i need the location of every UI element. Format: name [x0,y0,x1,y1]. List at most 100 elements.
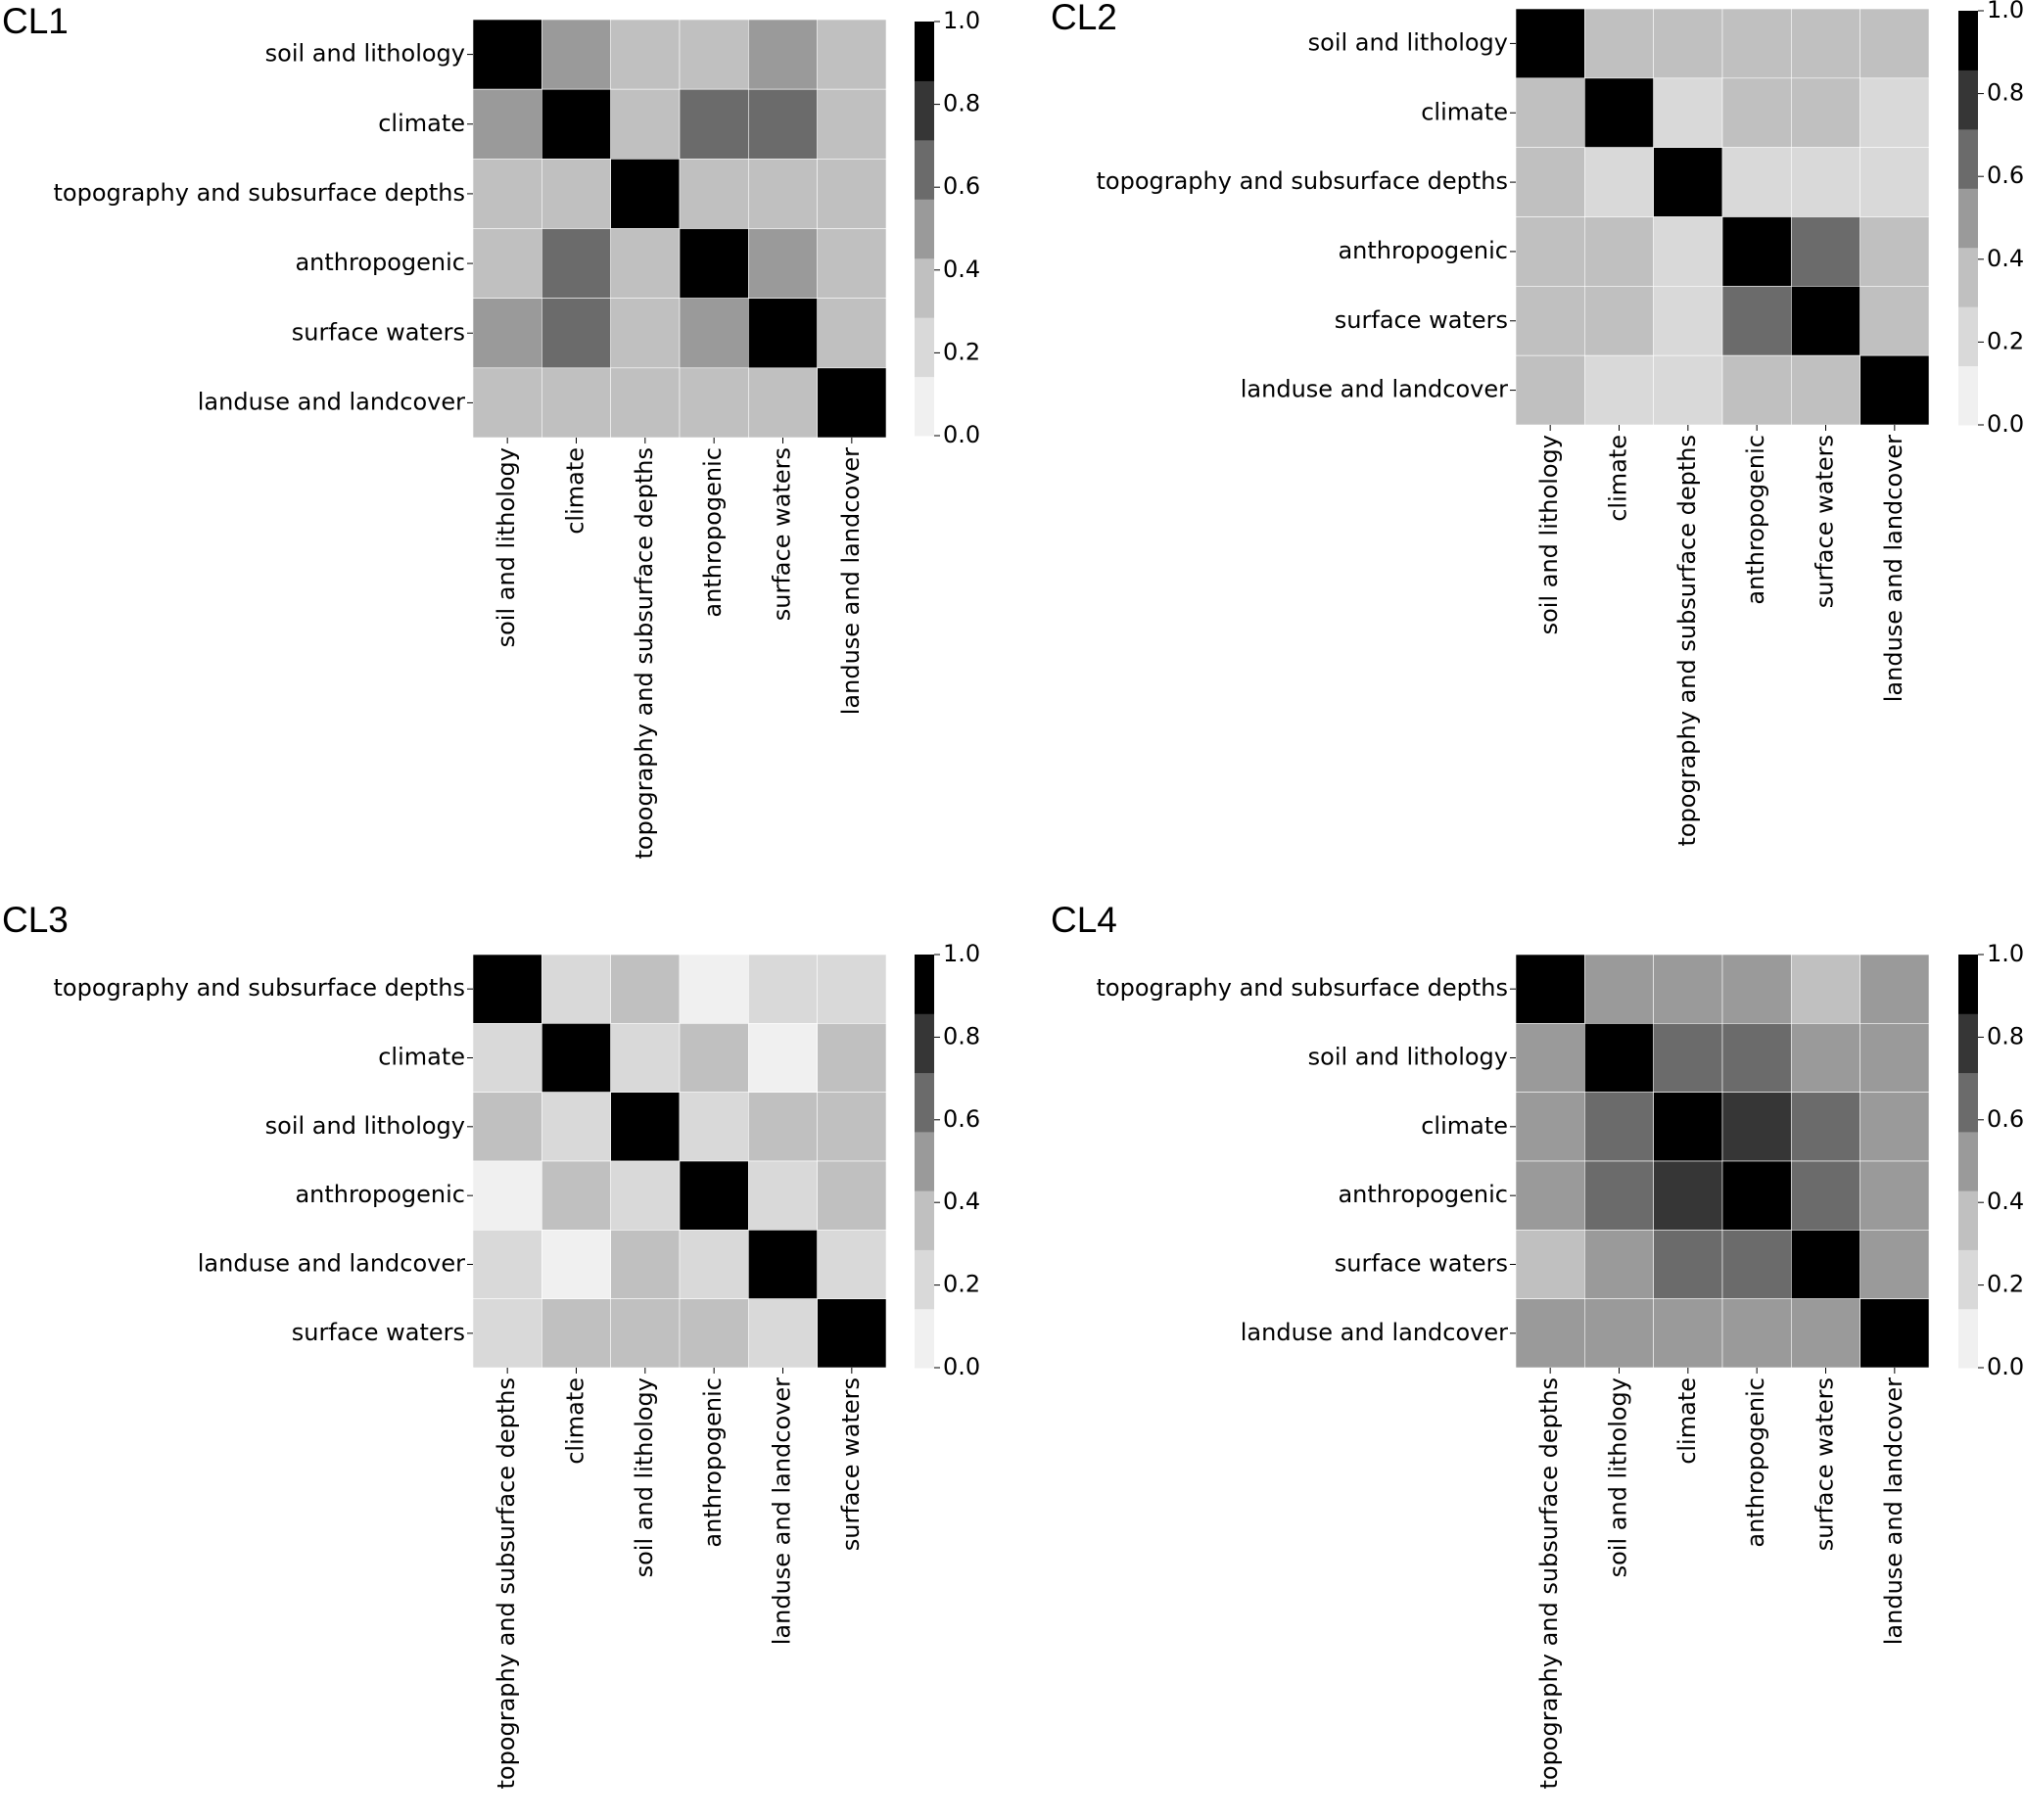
colorbar-segment [1958,11,1978,70]
colorbar-tick-label: 0.6 [943,1105,980,1133]
heatmap-cell [748,1160,818,1231]
heatmap-cell [1791,1298,1860,1369]
heatmap-cell [610,88,681,160]
y-tick-label: anthropogenic [1338,237,1508,264]
heatmap-cell [472,228,542,299]
heatmap-cell [610,228,681,299]
heatmap-cell [1653,147,1723,217]
colorbar-segment [1958,247,1978,307]
heatmap-cell [679,1230,749,1299]
heatmap-cell [1584,77,1654,148]
heatmap-cell [679,1160,749,1231]
x-tick-label: landuse and landcover [1880,1377,1907,1645]
y-tick-label: soil and lithology [265,1112,465,1140]
heatmap-cell [1584,354,1654,426]
heatmap-cell [610,159,681,229]
colorbar-tick-label: 0.0 [943,421,980,448]
heatmap-cell [610,954,681,1024]
colorbar-tick-label: 0.0 [1987,1353,2024,1380]
heatmap-cell [679,1023,749,1093]
heatmap-cell [472,159,542,229]
heatmap-cell [472,1230,542,1299]
heatmap-cell [610,1160,681,1231]
colorbar-tick-label: 0.8 [1987,1022,2024,1050]
heatmap-cell [679,19,749,90]
heatmap-cell [1515,1160,1585,1231]
heatmap-cell [1515,77,1585,148]
y-tick-label: topography and subsurface depths [1096,974,1508,1002]
heatmap-cell [1584,1230,1654,1299]
heatmap-cell [1791,286,1860,356]
heatmap-cell [1653,354,1723,426]
heatmap-cell [1791,1230,1860,1299]
y-tick-label: climate [1421,98,1508,125]
x-tick-label: topography and subsurface depths [1535,1377,1563,1790]
colorbar: 0.0 0.2 0.4 0.6 0.8 1.0 [1958,0,2024,438]
colorbar-segment [915,139,934,200]
heatmap-cell [748,1298,818,1369]
heatmap-cell [1859,8,1930,79]
heatmap-cell [1721,1023,1792,1093]
heatmap-cell [817,1230,887,1299]
heatmap-cell [748,367,818,439]
x-tick-label: topography and subsurface depths [631,447,658,860]
heatmap-cell [679,88,749,160]
heatmap-cell [472,1160,542,1231]
heatmap-cell [1653,1092,1723,1162]
colorbar-tick-label: 0.0 [943,1353,980,1380]
colorbar-tick-label: 1.0 [943,7,980,34]
heatmap-cell [1721,216,1792,287]
colorbar-tick-label: 0.8 [943,90,980,117]
heatmap-cell [1721,1230,1792,1299]
y-tick-label: topography and subsurface depths [1096,167,1508,195]
heatmap-cell [748,19,818,90]
heatmap-cell [472,1298,542,1369]
heatmap-cell [679,954,749,1024]
heatmap-cell [748,954,818,1024]
heatmap-cell [541,19,611,90]
y-tick-label: climate [378,110,465,137]
x-tick-label: surface waters [837,1377,865,1551]
y-tick-label: anthropogenic [295,249,465,276]
heatmap-cell [541,228,611,299]
heatmap-cell [472,367,542,439]
colorbar-tick-label: 0.4 [1987,1188,2024,1215]
heatmap-cell [817,1023,887,1093]
heatmap-cell [748,1023,818,1093]
heatmap-cell [1515,954,1585,1024]
heatmap-cell [679,159,749,229]
colorbar: 0.0 0.2 0.4 0.6 0.8 1.0 [1958,940,2024,1380]
panel-title: CL4 [1051,900,1117,940]
x-tick-label: climate [562,447,589,535]
colorbar-segment [915,1190,934,1250]
heatmap-cell [1791,77,1860,148]
heatmap-cell [1721,77,1792,148]
heatmap-cell [1791,8,1860,79]
heatmap-cell [1515,147,1585,217]
heatmap-cell [1721,354,1792,426]
heatmap-cell [679,298,749,369]
x-tick-label: surface waters [1812,435,1839,608]
heatmap-cell [1584,1092,1654,1162]
colorbar-tick-label: 0.2 [1987,327,2024,354]
x-tick-label: anthropogenic [699,1377,727,1548]
heatmap-cell [1653,1298,1723,1369]
heatmap-cell [1721,8,1792,79]
heatmap-cell [1515,1230,1585,1299]
colorbar-segment [915,955,934,1014]
colorbar-segment [1958,365,1978,426]
x-tick-label: landuse and landcover [769,1377,796,1645]
colorbar-segment [915,1249,934,1310]
colorbar-segment [915,257,934,318]
heatmap-cell [1859,286,1930,356]
heatmap-cell [1584,1298,1654,1369]
heatmap-cell [1515,216,1585,287]
heatmap-cell [817,1160,887,1231]
heatmap-cell [1721,954,1792,1024]
x-tick-label: anthropogenic [1742,435,1769,605]
colorbar-tick-label: 1.0 [943,940,980,967]
y-tick-label: surface waters [1335,306,1508,334]
heatmap-cell [679,228,749,299]
heatmap-cell [1721,147,1792,217]
